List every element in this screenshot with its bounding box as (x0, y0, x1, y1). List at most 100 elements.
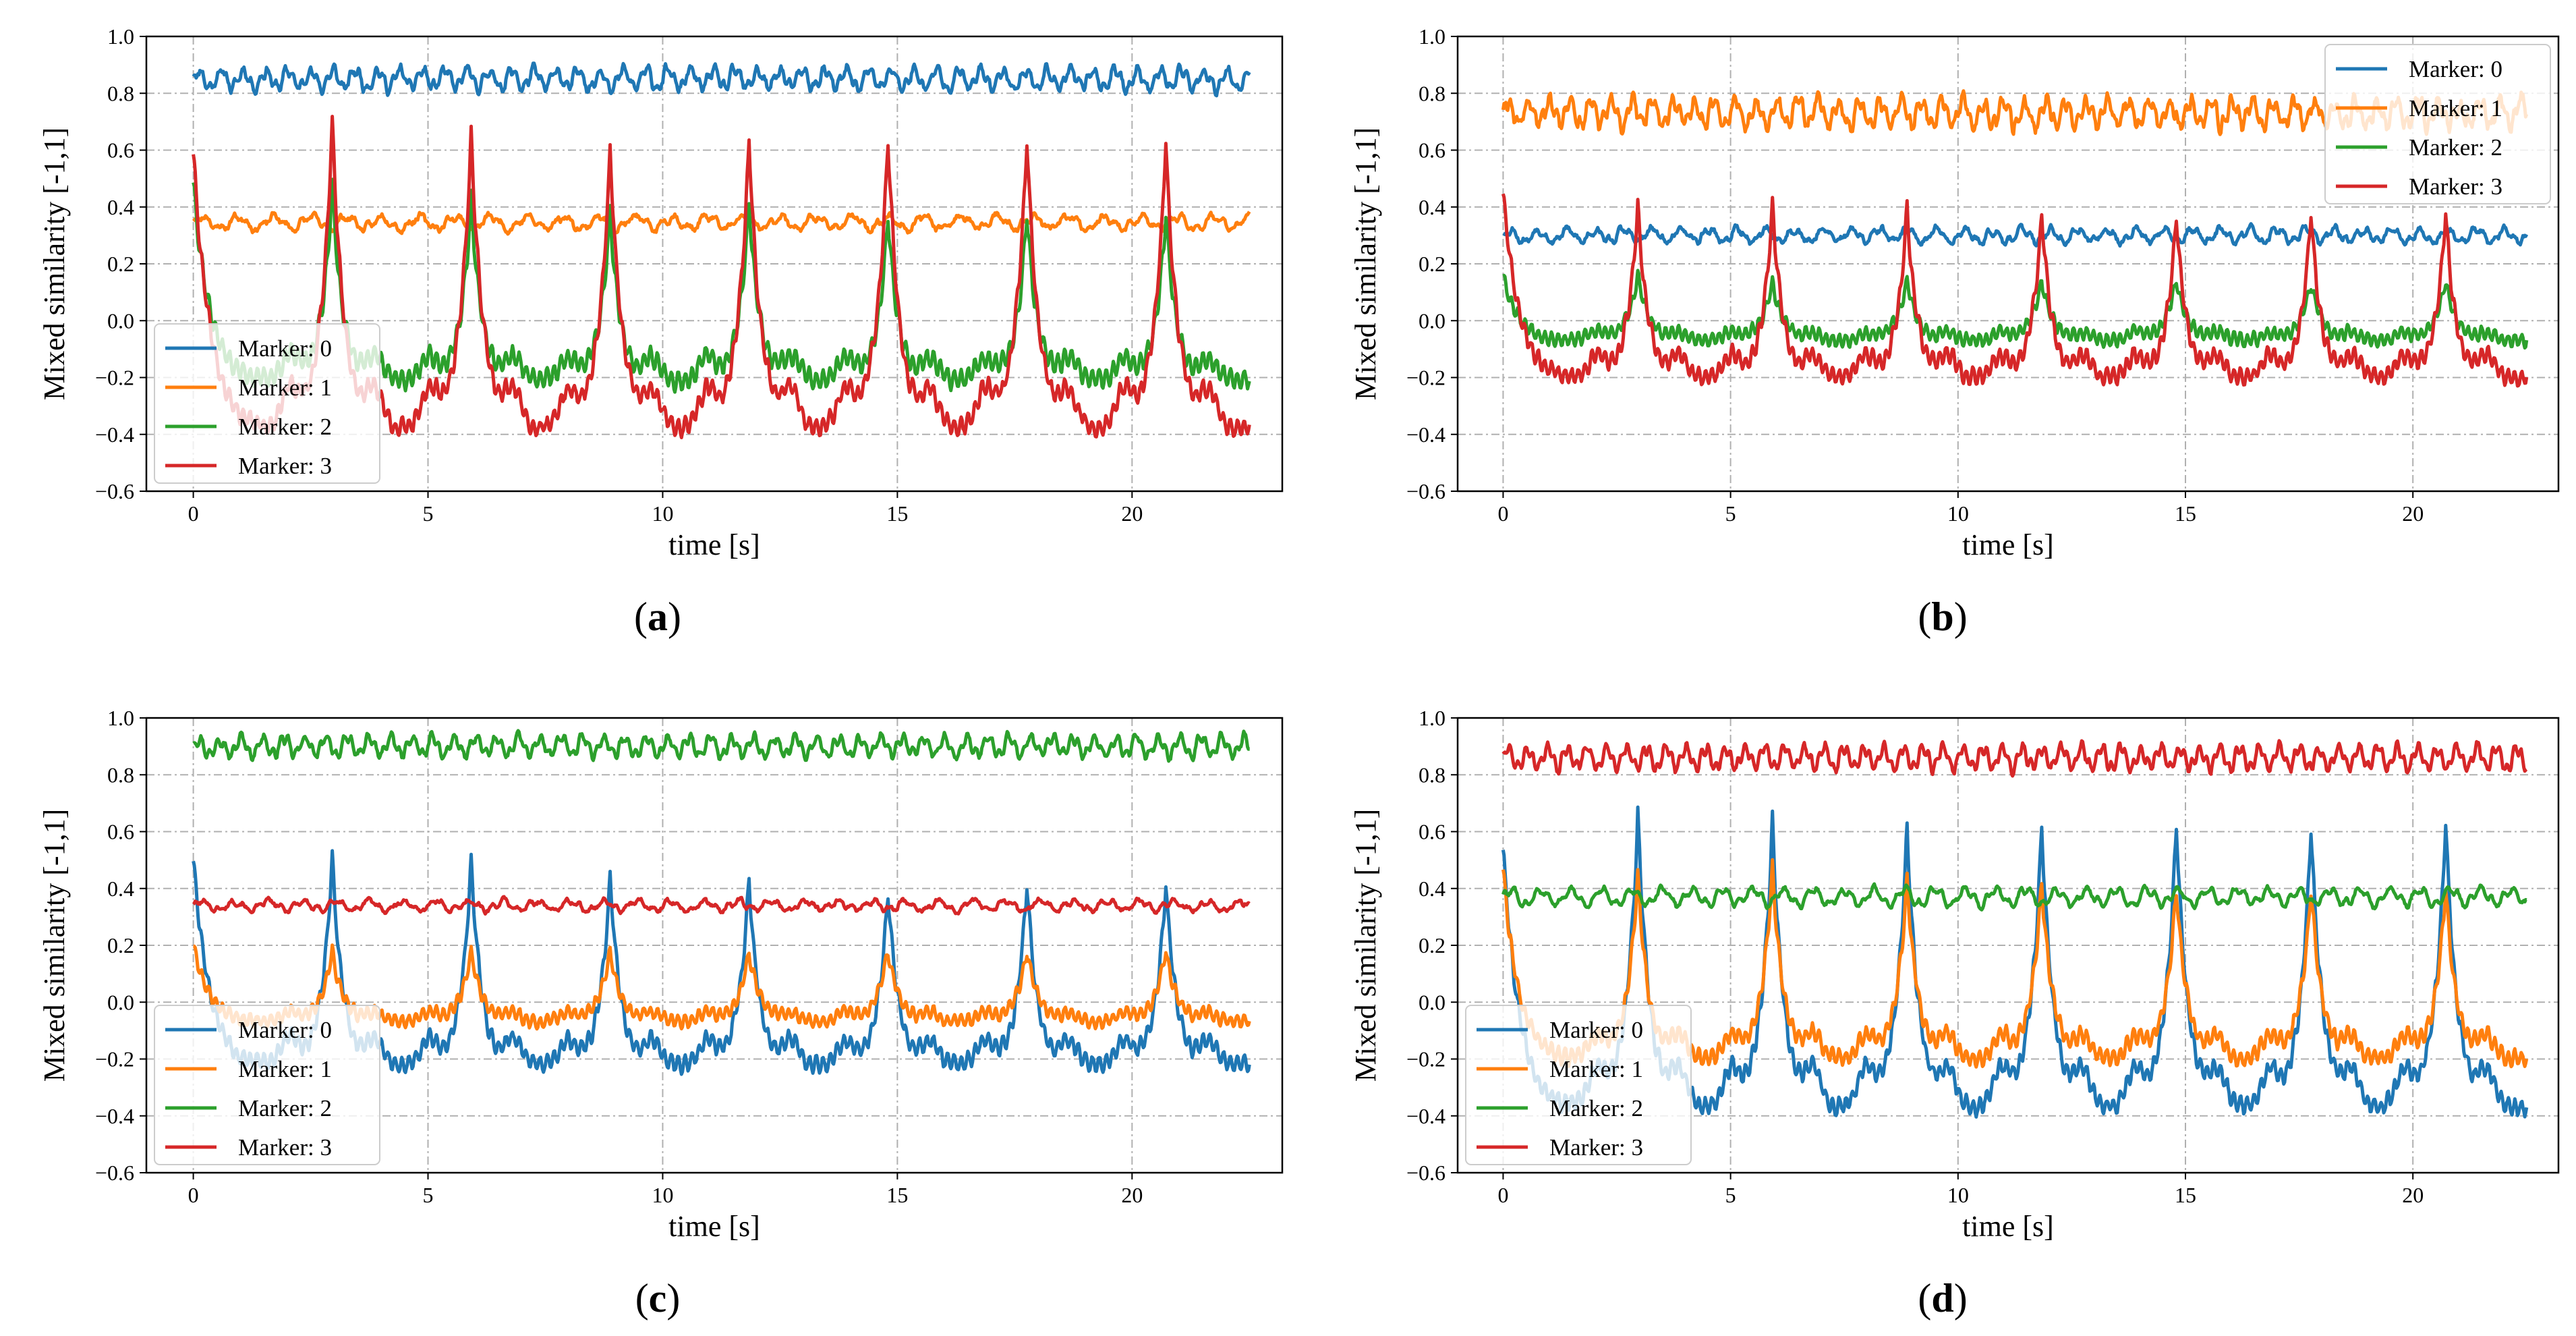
legend-label-marker-1: Marker: 1 (238, 374, 332, 401)
y-tick-label: 1.0 (1419, 706, 1446, 730)
x-tick-label: 15 (2175, 1183, 2196, 1207)
legend-label-marker-2: Marker: 2 (1549, 1095, 1643, 1121)
legend-label-marker-0: Marker: 0 (238, 335, 332, 362)
legend: Marker: 0 Marker: 1 Marker: 2 Marker: 3 (2324, 44, 2551, 204)
series-line-marker-0 (192, 61, 1251, 98)
x-tick-label: 15 (2175, 501, 2196, 526)
y-tick-label: −0.4 (1406, 422, 1446, 447)
y-tick-label: −0.4 (95, 1104, 134, 1128)
chart-d: 0 5 10 15 20 −0.6 −0.4 −0.2 0.0 0.2 0.4 0.6 0.8 1.0 ti… (1349, 706, 2560, 1320)
y-tick-label: 0.8 (107, 762, 134, 787)
legend-label-marker-1: Marker: 1 (2409, 95, 2502, 121)
legend-label-marker-3: Marker: 3 (238, 453, 332, 479)
legend-label-marker-1: Marker: 1 (238, 1056, 332, 1082)
x-axis-label: time [s] (1962, 528, 2054, 561)
y-tick-label: 1.0 (107, 706, 134, 730)
series-line-marker-3 (1501, 739, 2528, 778)
x-tick-label: 20 (2402, 1183, 2424, 1207)
y-tick-label: 0.2 (107, 933, 134, 957)
x-tick-label: 0 (188, 1183, 199, 1207)
x-tick-label: 10 (652, 501, 673, 526)
y-tick-label: −0.2 (1406, 366, 1446, 390)
y-tick-label: 0.0 (1419, 990, 1446, 1014)
legend-box (154, 1005, 380, 1165)
subfigure-caption: (a) (634, 594, 681, 639)
legend-label-marker-2: Marker: 2 (238, 414, 332, 440)
y-tick-label: 0.8 (1419, 762, 1446, 787)
y-axis-label: Mixed similarity [-1,1] (1349, 128, 1382, 401)
x-tick-label: 10 (1947, 501, 1969, 526)
x-tick-label: 5 (423, 1183, 434, 1207)
y-tick-label: −0.6 (1406, 479, 1446, 503)
x-tick-label: 20 (1121, 1183, 1143, 1207)
y-tick-label: −0.4 (95, 422, 134, 447)
y-tick-label: 0.0 (1419, 308, 1446, 333)
legend-label-marker-3: Marker: 3 (1549, 1134, 1643, 1161)
x-axis-label: time [s] (668, 1210, 760, 1243)
y-axis-label: Mixed similarity [-1,1] (38, 128, 71, 401)
x-tick-label: 10 (1947, 1183, 1969, 1207)
y-tick-label: 0.6 (1419, 820, 1446, 844)
y-tick-label: 0.6 (107, 138, 134, 163)
y-tick-label: −0.4 (1406, 1104, 1446, 1128)
series-line-marker-2 (192, 729, 1251, 763)
legend-label-marker-3: Marker: 3 (2409, 173, 2502, 200)
x-tick-label: 0 (1497, 501, 1508, 526)
subfigure-caption: (d) (1918, 1276, 1967, 1320)
x-tick-label: 15 (886, 1183, 908, 1207)
y-axis-label: Mixed similarity [-1,1] (38, 809, 71, 1082)
x-axis-label: time [s] (668, 528, 760, 561)
x-tick-label: 0 (188, 501, 199, 526)
y-tick-label: 0.2 (1419, 252, 1446, 276)
legend: Marker: 0 Marker: 1 Marker: 2 Marker: 3 (1465, 1005, 1692, 1165)
legend-box (1465, 1005, 1692, 1165)
x-tick-label: 20 (1121, 501, 1143, 526)
y-tick-label: 1.0 (1419, 24, 1446, 49)
series-line-marker-0 (1502, 222, 2529, 248)
legend-label-marker-0: Marker: 0 (1549, 1017, 1643, 1043)
x-tick-label: 20 (2402, 501, 2424, 526)
y-tick-label: 0.2 (1419, 933, 1446, 957)
y-tick-label: −0.6 (1406, 1161, 1446, 1185)
y-tick-label: 1.0 (107, 24, 134, 49)
y-tick-label: 0.6 (1419, 138, 1446, 163)
y-tick-label: 0.0 (107, 990, 134, 1014)
subfigure-caption: (b) (1918, 594, 1967, 639)
series-line-marker-1 (192, 211, 1251, 236)
y-tick-label: 0.4 (1419, 195, 1446, 219)
y-tick-label: 0.8 (107, 81, 134, 105)
legend-label-marker-2: Marker: 2 (2409, 134, 2502, 161)
chart-b: 0 5 10 15 20 −0.6 −0.4 −0.2 0.0 0.2 0.4 0.6 0.8 1.0 ti… (1349, 24, 2560, 639)
y-axis-label: Mixed similarity [-1,1] (1349, 809, 1382, 1082)
y-tick-label: 0.4 (1419, 876, 1446, 901)
y-tick-label: −0.2 (95, 1047, 134, 1071)
y-tick-label: 0.6 (107, 820, 134, 844)
legend: Marker: 0 Marker: 1 Marker: 2 Marker: 3 (154, 323, 380, 484)
y-tick-label: −0.6 (95, 479, 134, 503)
x-tick-label: 0 (1497, 1183, 1508, 1207)
y-tick-label: 0.8 (1419, 81, 1446, 105)
x-tick-label: 5 (1725, 1183, 1736, 1207)
y-tick-label: −0.2 (1406, 1047, 1446, 1071)
chart-a: 0 5 10 15 20 −0.6 −0.4 −0.2 0.0 0.2 0.4 0.6 0.8 1.0 ti… (38, 24, 1284, 639)
legend: Marker: 0 Marker: 1 Marker: 2 Marker: 3 (154, 1005, 380, 1165)
series-line-marker-2 (1502, 269, 2529, 350)
chart-c: 0 5 10 15 20 −0.6 −0.4 −0.2 0.0 0.2 0.4 0.6 0.8 1.0 ti… (38, 706, 1284, 1320)
x-tick-label: 15 (886, 501, 908, 526)
y-tick-label: 0.4 (107, 876, 134, 901)
y-tick-label: −0.2 (95, 366, 134, 390)
x-tick-label: 5 (423, 501, 434, 526)
series-line-marker-2 (1501, 882, 2527, 912)
x-tick-label: 5 (1725, 501, 1736, 526)
legend-label-marker-0: Marker: 0 (238, 1017, 332, 1043)
legend-label-marker-0: Marker: 0 (2409, 56, 2502, 82)
series-line-marker-3 (1501, 193, 2529, 388)
legend-box (2324, 44, 2551, 204)
subfigure-caption: (c) (635, 1276, 681, 1320)
legend-label-marker-2: Marker: 2 (238, 1095, 332, 1121)
y-tick-label: 0.4 (107, 195, 134, 219)
y-tick-label: −0.6 (95, 1161, 134, 1185)
y-tick-label: 0.0 (107, 308, 134, 333)
x-tick-label: 10 (652, 1183, 673, 1207)
legend-box (154, 323, 380, 484)
